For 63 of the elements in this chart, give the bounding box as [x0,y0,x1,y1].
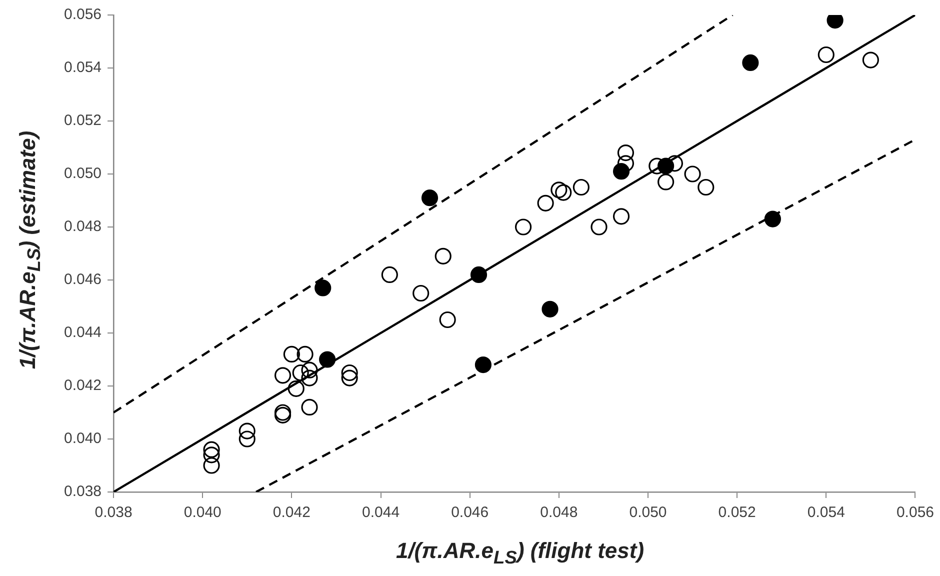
x-tick-label: 0.038 [94,504,132,522]
y-tick-label: 0.054 [64,59,102,76]
point [550,182,568,198]
y-tick-label: 0.050 [64,165,102,182]
point [542,300,558,318]
y-tick-label: 0.038 [64,483,102,500]
x-tick-label: 0.048 [540,504,578,522]
point [412,284,430,302]
point [296,346,314,362]
point [314,280,332,296]
y-tick-label: 0.040 [64,430,102,448]
point [862,52,879,68]
x-axis-title: 1/(π.AR.e$_{LS}$) (flight test) [394,538,646,568]
point [434,248,452,264]
point [617,144,634,162]
point [283,346,300,362]
point [203,457,220,474]
point [292,364,309,382]
point [514,218,532,236]
point [470,266,488,283]
y-tick-label: 0.048 [64,218,102,236]
x-tick-label: 0.042 [272,504,310,522]
point [301,362,318,378]
point [439,311,456,328]
point [742,54,759,71]
point [341,364,358,382]
point [612,208,630,225]
y-tick-label: 0.052 [64,112,102,130]
y-tick-label: 0.056 [64,6,102,24]
y-tick-label: 0.042 [64,377,102,394]
x-tick-label: 0.046 [451,504,489,522]
point [301,398,318,416]
point [818,46,834,64]
x-tick-label: 0.052 [718,504,756,522]
point [301,370,318,386]
point [238,422,256,440]
x-tick-label: 0.054 [807,504,845,522]
point [319,351,336,368]
point [288,380,304,397]
x-tick-label: 0.040 [184,504,222,522]
point [555,184,572,201]
point [238,430,256,448]
y-tick-label: 0.046 [64,271,102,288]
point [764,210,782,228]
point [474,356,492,374]
point [341,370,358,386]
point [617,155,634,172]
point [203,441,220,458]
point [421,190,438,206]
point [666,155,684,172]
point [698,178,714,196]
point [684,166,701,182]
x-tick-label: 0.044 [362,504,400,522]
point [274,367,292,384]
point [537,194,554,212]
point [381,266,398,283]
x-tick-label: 0.056 [896,504,934,522]
point [572,178,590,196]
point [658,174,674,190]
x-tick-label: 0.050 [629,504,667,522]
point [590,218,608,236]
point [203,446,220,464]
y-tick-label: 0.044 [64,324,102,342]
